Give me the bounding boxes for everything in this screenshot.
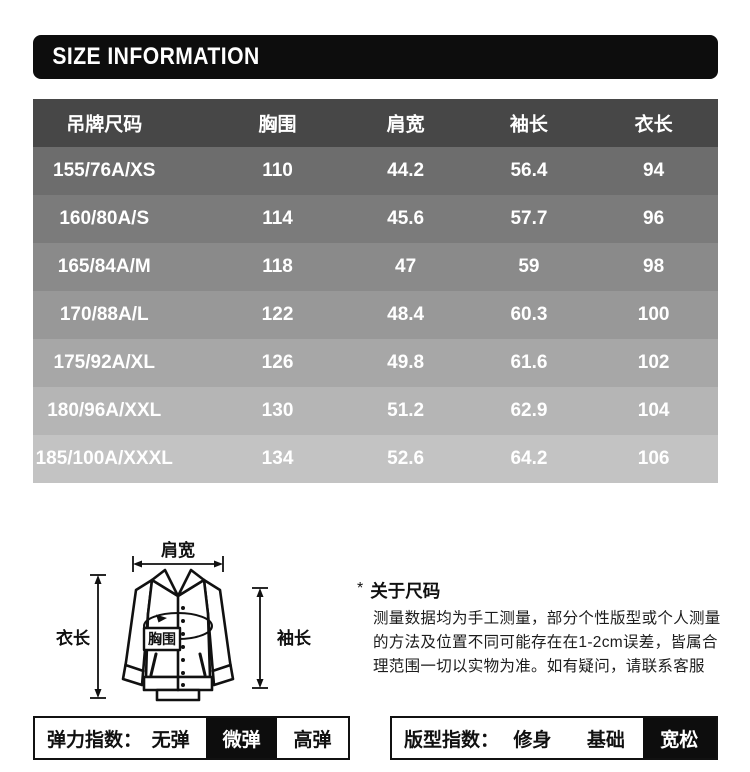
- jacket-outline: [121, 568, 235, 702]
- index-label: 弹力指数：: [47, 729, 143, 751]
- chest-label-box: [142, 626, 182, 652]
- measurement-cell: 52.6: [387, 448, 425, 469]
- measurement-cell: 61.6: [510, 352, 548, 373]
- table-row: 180/96A/XXL 130 51.2 62.9 104: [33, 387, 718, 435]
- size-cell: 175/92A/XL: [53, 352, 155, 373]
- measurement-cell: 96: [643, 208, 665, 229]
- garment-length-label: 衣长: [56, 628, 91, 648]
- table-row: 160/80A/S 114 45.6 57.7 96: [33, 195, 718, 243]
- measurement-cell: 100: [637, 304, 670, 325]
- column-header: 袖长: [509, 114, 548, 136]
- table-row: 155/76A/XS 110 44.2 56.4 94: [33, 147, 718, 195]
- column-header: 衣长: [634, 114, 673, 136]
- asterisk-marker: *: [357, 580, 364, 597]
- index-option: 修身: [513, 729, 552, 751]
- measurement-cell: 49.8: [387, 352, 425, 373]
- measurement-cell: 126: [261, 352, 294, 373]
- garment-measurement-diagram: 肩宽 衣长 袖长 胸围: [56, 540, 312, 702]
- size-cell: 185/100A/XXXL: [35, 448, 173, 469]
- page-title: SIZE INFORMATION: [52, 43, 260, 70]
- collar-right: [176, 568, 206, 598]
- measurement-cell: 134: [261, 448, 294, 469]
- size-note-title: 关于尺码: [370, 581, 441, 601]
- measurement-cell: 47: [395, 256, 417, 277]
- elasticity-index-box: 弹力指数： 无弹 微弹 高弹: [33, 716, 350, 760]
- buttons: [181, 606, 185, 687]
- right-cuff-line: [211, 663, 232, 673]
- chest-ellipse-arrow: [156, 614, 167, 623]
- measurement-cell: 59: [518, 256, 540, 277]
- size-table: 吊牌尺码 胸围 肩宽 袖长 衣长 155/76A/XS 110 44.2 56.4 94 160/…: [33, 99, 718, 483]
- chest-girth-label: 胸围: [148, 631, 176, 647]
- index-option: 基础: [586, 729, 625, 751]
- size-cell: 155/76A/XS: [53, 160, 156, 181]
- size-cell: 165/84A/M: [57, 256, 151, 277]
- index-option: 高弹: [293, 729, 332, 751]
- size-cell: 160/80A/S: [59, 208, 150, 229]
- size-cell: 180/96A/XXL: [47, 400, 162, 421]
- fit-index-box: 版型指数： 修身 基础 宽松: [390, 716, 718, 760]
- size-information-banner: SIZE INFORMATION: [33, 35, 718, 79]
- table-row: 170/88A/L 122 48.4 60.3 100: [33, 291, 718, 339]
- measurement-cell: 104: [637, 400, 670, 421]
- measurement-cell: 62.9: [510, 400, 548, 421]
- measurement-cell: 106: [637, 448, 670, 469]
- table-row: 175/92A/XL 126 49.8 61.6 102: [33, 339, 718, 387]
- sleeve-length-label: 袖长: [277, 628, 312, 648]
- measurement-cell: 118: [262, 256, 293, 277]
- shoulder-width-label: 肩宽: [161, 540, 195, 560]
- index-option-selected: 宽松: [642, 718, 716, 758]
- measurement-cell: 44.2: [387, 160, 425, 181]
- measurement-cell: 45.6: [387, 208, 425, 229]
- left-cuff-line: [124, 663, 145, 673]
- table-row: 165/84A/M 118 47 59 98: [33, 243, 718, 291]
- measurement-cell: 122: [261, 304, 294, 325]
- measurement-cell: 51.2: [387, 400, 425, 421]
- right-pocket: [198, 652, 207, 677]
- measurement-cell: 60.3: [510, 304, 548, 325]
- index-label: 版型指数：: [404, 729, 500, 751]
- left-pocket: [149, 652, 158, 677]
- index-option: 无弹: [151, 729, 190, 751]
- measurement-cell: 110: [262, 160, 293, 181]
- size-table-header-row: 吊牌尺码 胸围 肩宽 袖长 衣长: [33, 99, 718, 147]
- index-option-selected: 微弹: [206, 718, 278, 758]
- size-note-heading: * 关于尺码: [357, 578, 440, 603]
- column-header: 胸围: [258, 114, 297, 136]
- measurement-cell: 57.7: [510, 208, 548, 229]
- measurement-cell: 56.4: [510, 160, 548, 181]
- size-table-body: 155/76A/XS 110 44.2 56.4 94 160/80A/S 114 45.6 5…: [33, 147, 718, 483]
- collar-left: [150, 568, 180, 598]
- measurement-cell: 94: [643, 160, 665, 181]
- table-row: 185/100A/XXXL 134 52.6 64.2 106: [33, 435, 718, 483]
- column-header: 吊牌尺码: [66, 114, 143, 136]
- measurement-cell: 98: [643, 256, 665, 277]
- dimension-arrowheads: [94, 560, 264, 698]
- size-note-body: 测量数据均为手工测量，部分个性版型或个人测量 的方法及位置不同可能存在在1-2c…: [373, 610, 721, 675]
- measurement-cell: 114: [262, 208, 293, 229]
- column-header: 肩宽: [386, 114, 425, 136]
- hem-rib: [155, 688, 201, 702]
- measurement-cell: 130: [261, 400, 294, 421]
- measurement-cell: 48.4: [387, 304, 425, 325]
- measurement-cell: 102: [637, 352, 670, 373]
- measurement-cell: 64.2: [510, 448, 548, 469]
- size-cell: 170/88A/L: [59, 304, 149, 325]
